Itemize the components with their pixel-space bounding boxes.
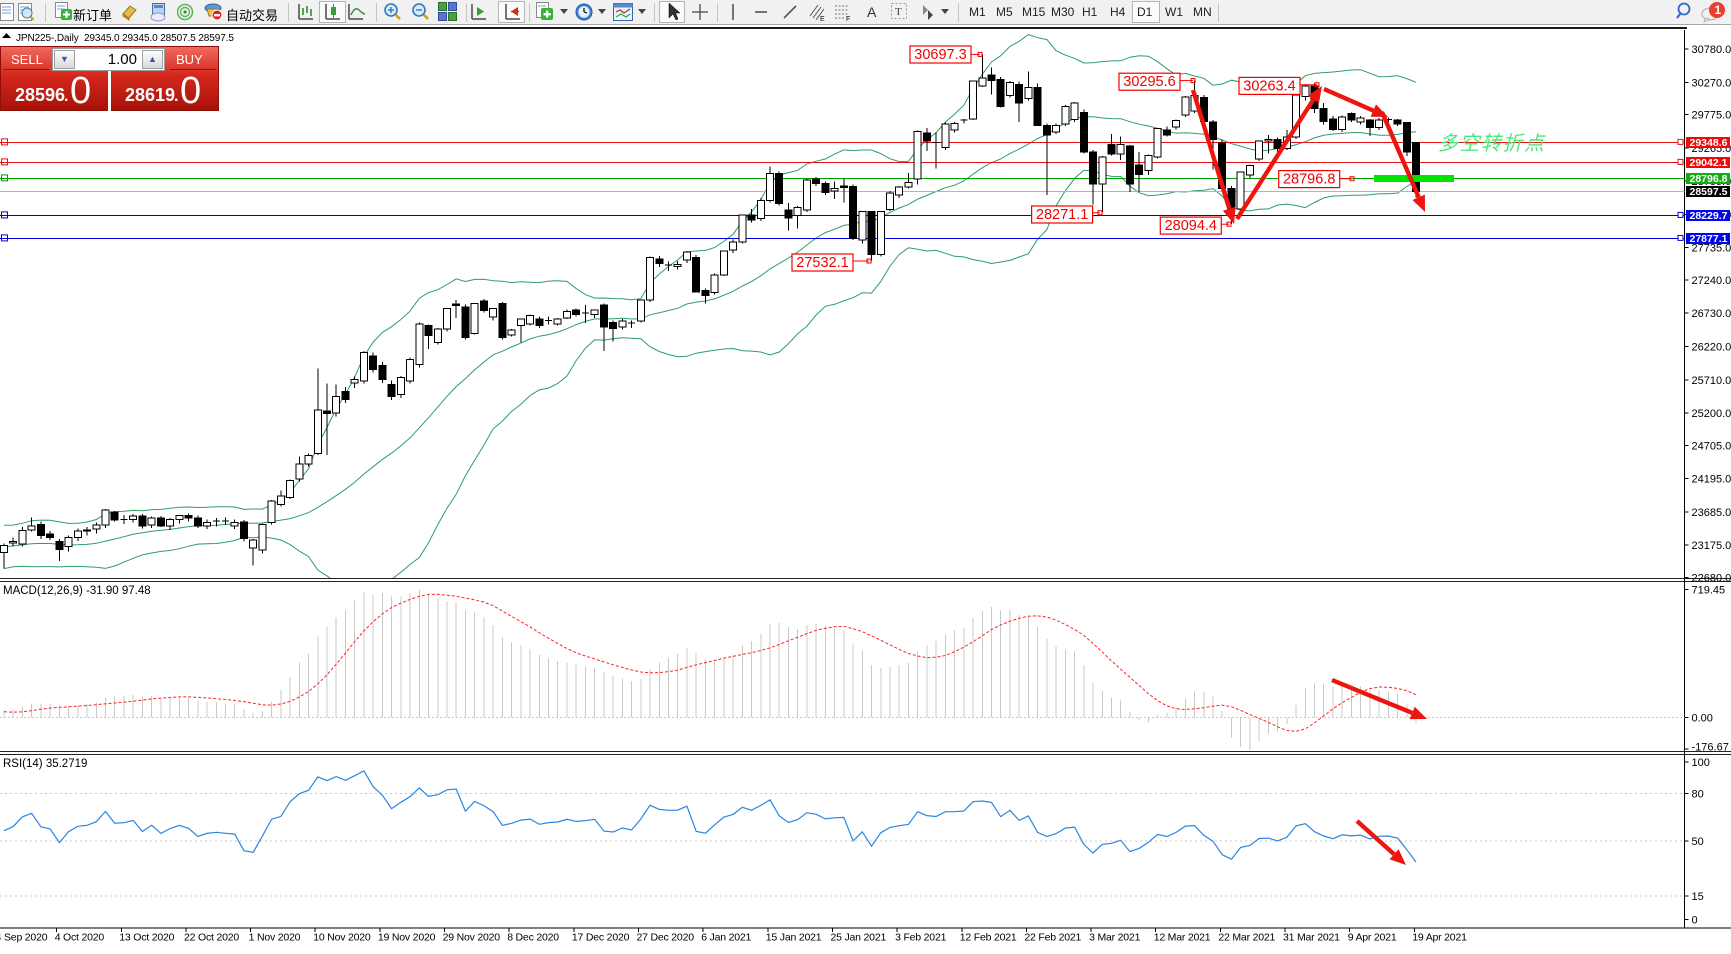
svg-text:12 Mar 2021: 12 Mar 2021 [1154,932,1211,944]
svg-text:28271.1: 28271.1 [1036,207,1088,223]
svg-text:30780.0: 30780.0 [1692,44,1731,56]
svg-text:-176.67: -176.67 [1692,742,1729,754]
svg-text:19 Apr 2021: 19 Apr 2021 [1412,932,1467,944]
svg-text:22 Oct 2020: 22 Oct 2020 [184,932,239,944]
svg-text:多空转折点: 多空转折点 [1438,133,1546,155]
svg-text:8 Dec 2020: 8 Dec 2020 [507,932,559,944]
svg-text:F: F [846,16,850,23]
svg-text:0: 0 [1692,915,1698,927]
svg-text:50: 50 [1692,836,1704,848]
svg-text:0.00: 0.00 [1692,713,1713,725]
svg-text:29042.1: 29042.1 [1690,157,1728,169]
svg-text:26220.0: 26220.0 [1692,342,1731,354]
svg-text:30263.4: 30263.4 [1243,78,1295,94]
svg-text:22 Mar 2021: 22 Mar 2021 [1218,932,1275,944]
svg-text:100: 100 [1692,757,1710,769]
svg-text:4 Oct 2020: 4 Oct 2020 [55,932,105,944]
svg-text:25200.0: 25200.0 [1692,408,1731,420]
svg-text:25 Jan 2021: 25 Jan 2021 [831,932,887,944]
svg-text:10 Nov 2020: 10 Nov 2020 [313,932,371,944]
svg-text:26730.0: 26730.0 [1692,308,1731,320]
svg-text:17 Dec 2020: 17 Dec 2020 [572,932,630,944]
svg-text:28094.4: 28094.4 [1165,218,1217,234]
svg-text:29 Nov 2020: 29 Nov 2020 [443,932,501,944]
svg-text:22680.0: 22680.0 [1692,572,1731,584]
svg-text:15: 15 [1692,891,1704,903]
svg-text:1: 1 [1715,3,1722,17]
svg-text:13 Oct 2020: 13 Oct 2020 [119,932,174,944]
svg-text:23175.0: 23175.0 [1692,540,1731,552]
svg-text:28597.5: 28597.5 [1690,186,1728,198]
svg-text:9 Apr 2021: 9 Apr 2021 [1348,932,1397,944]
svg-text:31 Mar 2021: 31 Mar 2021 [1283,932,1340,944]
svg-text:1 Nov 2020: 1 Nov 2020 [249,932,301,944]
svg-text:30295.6: 30295.6 [1123,74,1175,90]
svg-text:28796.8: 28796.8 [1283,172,1335,188]
svg-text:28796.8: 28796.8 [1690,173,1728,185]
svg-text:E: E [820,16,825,23]
svg-text:T: T [895,6,902,18]
svg-text:3 Feb 2021: 3 Feb 2021 [895,932,946,944]
svg-text:719.45: 719.45 [1692,585,1726,597]
svg-text:80: 80 [1692,789,1704,801]
svg-text:23685.0: 23685.0 [1692,507,1731,519]
svg-text:JPN225-,Daily 29345.0 29345.0: JPN225-,Daily 29345.0 29345.0 28507.5 28… [16,33,234,44]
svg-text:24195.0: 24195.0 [1692,474,1731,486]
svg-text:24705.0: 24705.0 [1692,440,1731,452]
svg-text:30270.0: 30270.0 [1692,77,1731,89]
svg-text:RSI(14) 35.2719: RSI(14) 35.2719 [3,758,87,770]
svg-text:27240.0: 27240.0 [1692,275,1731,287]
svg-text:27877.1: 27877.1 [1690,233,1728,245]
svg-text:25710.0: 25710.0 [1692,375,1731,387]
svg-text:3 Mar 2021: 3 Mar 2021 [1089,932,1140,944]
svg-text:27532.1: 27532.1 [796,255,848,271]
svg-text:29348.6: 29348.6 [1690,137,1728,149]
svg-text:MACD(12,26,9) -31.90 97.48: MACD(12,26,9) -31.90 97.48 [3,585,151,597]
svg-text:19 Nov 2020: 19 Nov 2020 [378,932,436,944]
svg-text:30697.3: 30697.3 [914,47,966,63]
svg-text:24 Sep 2020: 24 Sep 2020 [0,932,48,944]
svg-text:28229.7: 28229.7 [1690,210,1728,222]
svg-text:12 Feb 2021: 12 Feb 2021 [960,932,1017,944]
svg-text:27 Dec 2020: 27 Dec 2020 [637,932,695,944]
svg-text:6 Jan 2021: 6 Jan 2021 [701,932,751,944]
svg-text:15 Jan 2021: 15 Jan 2021 [766,932,822,944]
svg-text:29775.0: 29775.0 [1692,110,1731,122]
svg-text:22 Feb 2021: 22 Feb 2021 [1024,932,1081,944]
